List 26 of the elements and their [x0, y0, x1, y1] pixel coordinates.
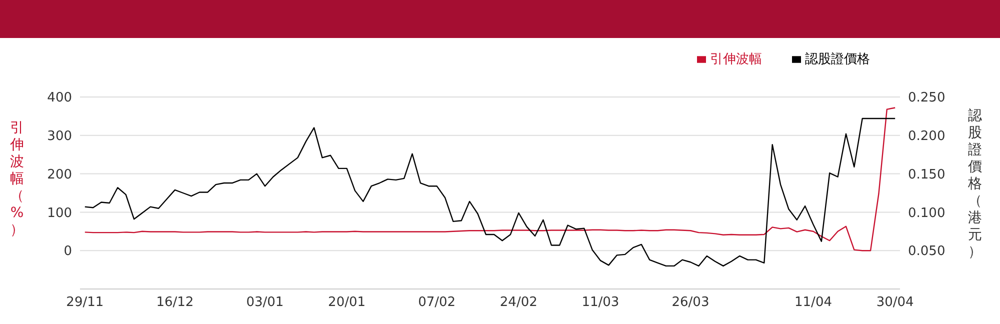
x-tick-label: 20/01	[328, 295, 366, 310]
y-tick-label: 100	[47, 206, 72, 221]
line-series	[84, 118, 896, 267]
y-tick-label: 200	[47, 167, 72, 182]
legend-label: 認股證價格	[805, 52, 870, 67]
y-tick-label: 400	[47, 90, 72, 106]
y2-tick-label: 0.050	[908, 244, 946, 260]
x-tick-label: 11/03	[582, 295, 620, 310]
x-tick-label: 24/02	[500, 295, 538, 310]
x-tick-label: 30/04	[876, 295, 914, 310]
x-tick-label: 11/04	[794, 295, 832, 310]
y-tick-label: 300	[47, 129, 72, 144]
legend-label: 引伸波幅	[710, 52, 762, 67]
y2-tick-label: 0.150	[908, 167, 946, 182]
y2-tick-label: 0.250	[908, 90, 946, 106]
y-tick-label: 0	[64, 244, 72, 260]
text: 認股證價格（港元）	[968, 108, 982, 260]
x-tick-label: 16/12	[156, 295, 194, 310]
x-tick-label: 29/11	[66, 295, 104, 310]
x-tick-label: 07/02	[418, 295, 456, 310]
x-tick-label: 03/01	[246, 295, 284, 310]
y2-tick-label: 0.100	[908, 206, 946, 221]
line-series	[84, 107, 896, 252]
y-axis-title: 引伸波幅（%）	[9, 120, 25, 239]
y2-tick-label: 0.200	[908, 129, 946, 144]
x-tick-label: 26/03	[672, 295, 710, 310]
